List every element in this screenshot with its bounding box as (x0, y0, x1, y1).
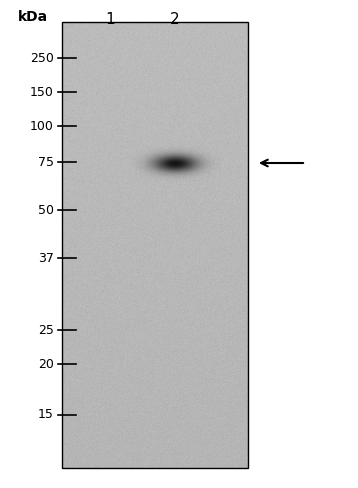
Text: 75: 75 (38, 156, 54, 168)
Text: 150: 150 (30, 85, 54, 99)
Text: 100: 100 (30, 120, 54, 133)
Text: 37: 37 (38, 251, 54, 264)
Text: 25: 25 (38, 324, 54, 337)
Text: kDa: kDa (18, 10, 48, 24)
Text: 2: 2 (170, 12, 180, 27)
Text: 15: 15 (38, 408, 54, 422)
Text: 20: 20 (38, 358, 54, 370)
Bar (62, 22, 248, 468)
Text: 1: 1 (105, 12, 115, 27)
Text: 250: 250 (30, 52, 54, 64)
Text: 50: 50 (38, 203, 54, 217)
